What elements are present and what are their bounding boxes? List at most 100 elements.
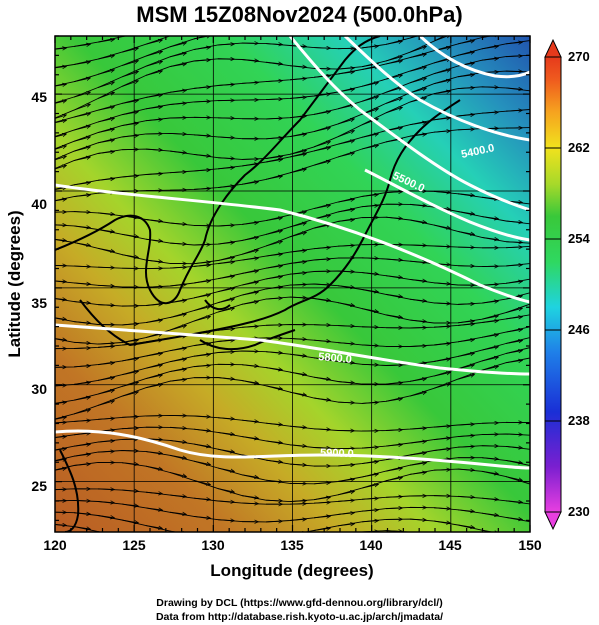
streamline-arrow	[55, 134, 66, 138]
streamline-arrow	[457, 340, 474, 343]
colorbar: 270 262 254 246 238 230	[544, 38, 590, 531]
x-axis-label: Longitude (degrees)	[210, 561, 373, 580]
streamline-arrow	[361, 97, 378, 102]
streamline-arrow	[121, 463, 138, 465]
streamline-arrow	[145, 260, 162, 262]
streamline-arrow	[458, 14, 474, 19]
x-tick-label: 140	[359, 537, 383, 553]
streamline-arrow	[194, 13, 210, 16]
contour-label: 5800.0	[318, 351, 353, 366]
streamline-arrow	[217, 378, 234, 379]
streamline-arrow	[409, 78, 426, 84]
streamline-arrow	[337, 141, 354, 145]
streamline-arrow	[193, 265, 210, 266]
streamline-arrow	[482, 3, 498, 8]
streamline-arrow	[73, 342, 90, 343]
streamline-arrow	[121, 371, 138, 376]
streamline-arrow	[337, 286, 354, 288]
streamline-arrow	[265, 156, 282, 158]
streamline-arrow	[73, 157, 90, 162]
axis-ticks	[54, 35, 531, 532]
streamline-arrow	[433, 438, 450, 440]
x-tick-label: 145	[438, 537, 462, 553]
streamline-arrow	[193, 416, 210, 417]
streamline-arrow	[193, 154, 210, 156]
streamline-arrow	[481, 216, 498, 219]
streamline-arrow	[55, 84, 66, 87]
streamline-arrow	[217, 242, 234, 244]
streamline-arrow	[241, 420, 258, 422]
streamline-arrow	[121, 358, 138, 362]
streamline-arrow	[337, 245, 354, 246]
streamline-arrow	[145, 107, 162, 110]
streamline-arrow	[73, 195, 90, 197]
streamline-arrow	[313, 298, 330, 300]
streamline-arrow	[193, 365, 210, 366]
streamline-arrow	[385, 41, 402, 45]
streamline-arrow	[145, 239, 162, 241]
streamline-arrow	[314, 538, 330, 541]
streamline-arrow	[458, 23, 474, 29]
streamline-arrow	[457, 52, 474, 56]
streamline-arrow	[194, 25, 210, 28]
streamline-arrow	[433, 283, 450, 284]
streamline-arrow	[313, 259, 330, 260]
streamline-arrow	[457, 324, 474, 325]
streamline-arrow	[481, 321, 498, 323]
streamline-arrow	[385, 75, 402, 80]
streamline-arrow	[505, 88, 522, 89]
streamline-arrow	[73, 78, 90, 83]
streamline-arrow	[457, 115, 474, 116]
streamline-arrow	[457, 321, 474, 323]
streamline-arrow	[121, 324, 138, 325]
streamline-arrow	[289, 354, 306, 356]
page-title: MSM 15Z08Nov2024 (500.0hPa)	[136, 2, 463, 27]
streamline-arrow	[217, 432, 234, 434]
streamline-arrow	[313, 48, 330, 49]
streamline-arrow	[409, 299, 426, 301]
streamline-arrow	[313, 497, 330, 501]
streamline-arrow	[145, 174, 162, 175]
streamline-arrow	[289, 273, 306, 274]
streamline-arrow	[265, 266, 282, 269]
streamline-arrow	[313, 205, 330, 209]
streamline-arrow	[97, 152, 114, 154]
streamline-arrow	[217, 225, 234, 226]
streamline-arrow	[169, 172, 186, 173]
streamline-arrow	[145, 119, 162, 120]
streamline-arrow	[241, 237, 258, 241]
streamline-arrow	[385, 497, 402, 498]
streamline-arrow	[289, 391, 306, 395]
streamline-arrow	[313, 148, 330, 152]
streamline-arrow	[73, 147, 90, 152]
streamline-arrow	[361, 521, 378, 522]
y-tick-label: 30	[31, 381, 47, 397]
streamline-arrow	[145, 40, 162, 45]
y-tick-labels: 25 30 35 40 45	[31, 89, 47, 494]
streamline-arrow	[169, 53, 186, 58]
streamline-arrow	[409, 463, 426, 466]
streamline-arrow	[457, 524, 474, 528]
streamline-arrow	[217, 262, 234, 264]
streamline-arrow	[241, 326, 258, 327]
streamline-arrow	[433, 449, 450, 451]
streamline-arrow	[169, 454, 186, 458]
streamline-arrow	[97, 305, 114, 306]
x-tick-label: 150	[518, 537, 542, 553]
streamline-arrow	[170, 551, 186, 553]
streamline-arrow	[121, 176, 138, 177]
streamline-arrow	[505, 308, 522, 314]
streamline-arrow	[145, 365, 162, 369]
streamline-arrow	[409, 204, 426, 205]
streamline-arrow	[55, 338, 66, 340]
streamline-arrow	[241, 164, 258, 166]
streamline-arrow	[313, 76, 330, 78]
streamline-arrow	[457, 496, 474, 497]
streamline-arrow	[385, 399, 402, 402]
streamline-arrow	[121, 81, 138, 87]
streamline-arrow	[481, 513, 498, 515]
streamline-arrow	[73, 137, 90, 142]
streamline-arrow	[55, 385, 66, 386]
streamline-arrow	[481, 347, 498, 351]
streamline-arrow	[265, 352, 282, 353]
